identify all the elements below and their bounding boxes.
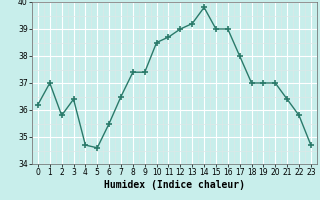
X-axis label: Humidex (Indice chaleur): Humidex (Indice chaleur)	[104, 180, 245, 190]
